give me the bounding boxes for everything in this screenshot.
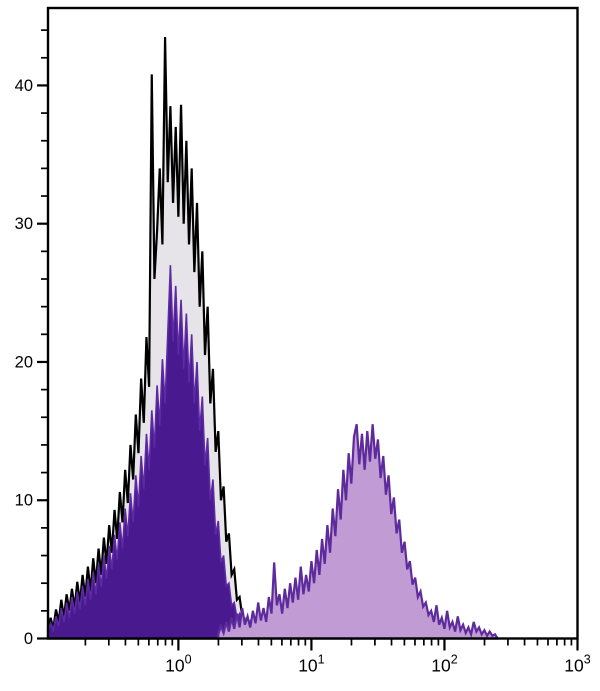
x-axis-tick-label: 100 [165,653,191,676]
y-axis: 0 10 20 30 40 [15,29,47,648]
y-axis-tick-label: 0 [24,630,33,648]
x-axis-tick-label: 102 [431,653,457,676]
series-light-purple-filled-histogram [217,423,500,640]
y-axis-tick-label: 30 [15,215,33,233]
y-axis-tick-label: 20 [15,353,33,371]
y-axis-tick-label: 10 [15,492,33,510]
x-axis: 100 101 102 103 [84,639,591,676]
series-group [46,37,500,640]
y-axis-tick-label: 40 [15,77,33,95]
x-axis-tick-label: 103 [564,653,590,676]
plot-border [46,6,579,640]
x-axis-tick-label: 101 [298,653,324,676]
